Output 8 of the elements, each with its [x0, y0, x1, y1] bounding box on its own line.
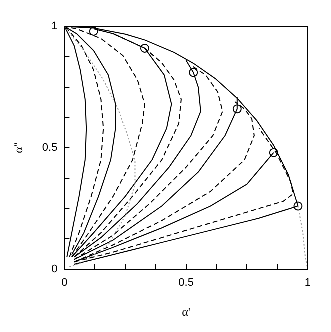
y-axis-title: α'': [11, 142, 26, 154]
x-tick-label: 0: [62, 277, 68, 290]
y-tick-label: 0.5: [42, 142, 58, 154]
y-tick-label: 0: [52, 263, 58, 276]
x-axis-title: α': [182, 304, 191, 319]
y-tick-label: 1: [52, 20, 58, 33]
x-tick-label: 0.5: [178, 277, 194, 290]
x-tick-label: 1: [304, 277, 312, 290]
